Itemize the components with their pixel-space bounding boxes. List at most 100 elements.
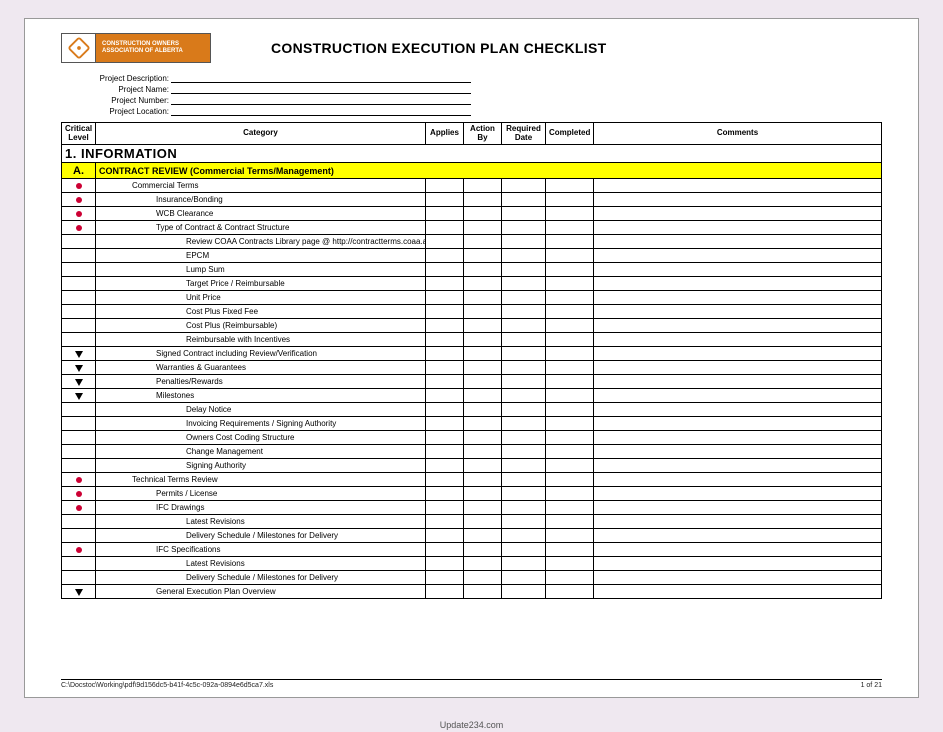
cell-completed[interactable] <box>546 585 594 599</box>
cell-action-by[interactable] <box>464 501 502 515</box>
cell-required-date[interactable] <box>502 221 546 235</box>
cell-completed[interactable] <box>546 305 594 319</box>
cell-applies[interactable] <box>426 235 464 249</box>
cell-comments[interactable] <box>594 445 882 459</box>
cell-comments[interactable] <box>594 529 882 543</box>
cell-applies[interactable] <box>426 417 464 431</box>
cell-required-date[interactable] <box>502 291 546 305</box>
cell-comments[interactable] <box>594 515 882 529</box>
cell-comments[interactable] <box>594 501 882 515</box>
cell-action-by[interactable] <box>464 585 502 599</box>
cell-comments[interactable] <box>594 249 882 263</box>
cell-action-by[interactable] <box>464 375 502 389</box>
cell-comments[interactable] <box>594 193 882 207</box>
cell-completed[interactable] <box>546 459 594 473</box>
cell-applies[interactable] <box>426 249 464 263</box>
cell-comments[interactable] <box>594 487 882 501</box>
cell-comments[interactable] <box>594 417 882 431</box>
cell-required-date[interactable] <box>502 403 546 417</box>
cell-applies[interactable] <box>426 333 464 347</box>
cell-required-date[interactable] <box>502 277 546 291</box>
cell-completed[interactable] <box>546 347 594 361</box>
cell-completed[interactable] <box>546 291 594 305</box>
cell-completed[interactable] <box>546 193 594 207</box>
cell-comments[interactable] <box>594 375 882 389</box>
cell-action-by[interactable] <box>464 333 502 347</box>
cell-required-date[interactable] <box>502 389 546 403</box>
cell-applies[interactable] <box>426 529 464 543</box>
cell-applies[interactable] <box>426 501 464 515</box>
cell-applies[interactable] <box>426 431 464 445</box>
cell-comments[interactable] <box>594 585 882 599</box>
cell-applies[interactable] <box>426 487 464 501</box>
cell-action-by[interactable] <box>464 571 502 585</box>
cell-completed[interactable] <box>546 515 594 529</box>
cell-comments[interactable] <box>594 543 882 557</box>
cell-completed[interactable] <box>546 221 594 235</box>
cell-action-by[interactable] <box>464 291 502 305</box>
cell-required-date[interactable] <box>502 501 546 515</box>
cell-action-by[interactable] <box>464 277 502 291</box>
cell-action-by[interactable] <box>464 529 502 543</box>
cell-comments[interactable] <box>594 291 882 305</box>
cell-applies[interactable] <box>426 459 464 473</box>
cell-completed[interactable] <box>546 403 594 417</box>
cell-comments[interactable] <box>594 179 882 193</box>
cell-action-by[interactable] <box>464 389 502 403</box>
cell-required-date[interactable] <box>502 375 546 389</box>
cell-completed[interactable] <box>546 543 594 557</box>
cell-applies[interactable] <box>426 585 464 599</box>
cell-action-by[interactable] <box>464 249 502 263</box>
cell-required-date[interactable] <box>502 571 546 585</box>
cell-completed[interactable] <box>546 179 594 193</box>
cell-action-by[interactable] <box>464 235 502 249</box>
cell-action-by[interactable] <box>464 207 502 221</box>
cell-required-date[interactable] <box>502 585 546 599</box>
cell-required-date[interactable] <box>502 305 546 319</box>
cell-comments[interactable] <box>594 347 882 361</box>
cell-required-date[interactable] <box>502 515 546 529</box>
cell-required-date[interactable] <box>502 249 546 263</box>
meta-value-number[interactable] <box>171 95 471 105</box>
cell-applies[interactable] <box>426 557 464 571</box>
cell-applies[interactable] <box>426 445 464 459</box>
cell-action-by[interactable] <box>464 445 502 459</box>
cell-comments[interactable] <box>594 221 882 235</box>
cell-action-by[interactable] <box>464 361 502 375</box>
cell-comments[interactable] <box>594 207 882 221</box>
cell-completed[interactable] <box>546 445 594 459</box>
cell-action-by[interactable] <box>464 459 502 473</box>
cell-comments[interactable] <box>594 571 882 585</box>
meta-value-location[interactable] <box>171 106 471 116</box>
cell-required-date[interactable] <box>502 473 546 487</box>
cell-completed[interactable] <box>546 249 594 263</box>
cell-completed[interactable] <box>546 529 594 543</box>
cell-comments[interactable] <box>594 277 882 291</box>
cell-comments[interactable] <box>594 459 882 473</box>
cell-action-by[interactable] <box>464 417 502 431</box>
cell-comments[interactable] <box>594 557 882 571</box>
cell-comments[interactable] <box>594 333 882 347</box>
cell-completed[interactable] <box>546 319 594 333</box>
cell-applies[interactable] <box>426 403 464 417</box>
cell-comments[interactable] <box>594 305 882 319</box>
cell-required-date[interactable] <box>502 529 546 543</box>
cell-applies[interactable] <box>426 193 464 207</box>
cell-action-by[interactable] <box>464 515 502 529</box>
cell-comments[interactable] <box>594 235 882 249</box>
cell-required-date[interactable] <box>502 263 546 277</box>
meta-value-name[interactable] <box>171 84 471 94</box>
cell-comments[interactable] <box>594 473 882 487</box>
cell-required-date[interactable] <box>502 207 546 221</box>
cell-applies[interactable] <box>426 221 464 235</box>
cell-completed[interactable] <box>546 487 594 501</box>
cell-required-date[interactable] <box>502 179 546 193</box>
cell-completed[interactable] <box>546 263 594 277</box>
cell-applies[interactable] <box>426 305 464 319</box>
cell-required-date[interactable] <box>502 557 546 571</box>
cell-required-date[interactable] <box>502 445 546 459</box>
cell-comments[interactable] <box>594 361 882 375</box>
cell-completed[interactable] <box>546 235 594 249</box>
cell-applies[interactable] <box>426 515 464 529</box>
cell-completed[interactable] <box>546 207 594 221</box>
